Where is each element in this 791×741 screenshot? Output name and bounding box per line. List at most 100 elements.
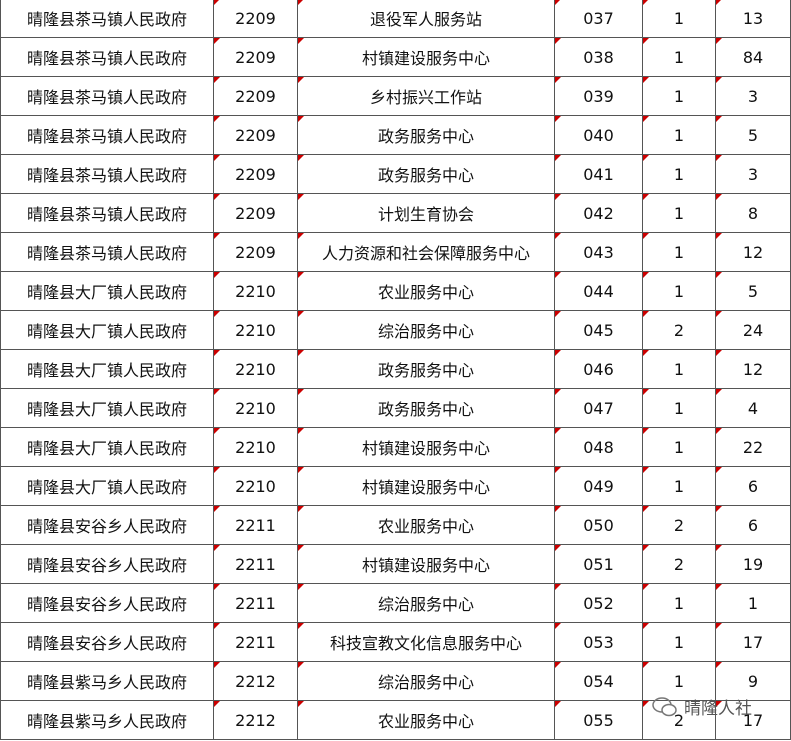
table-cell: 1	[642, 76, 716, 116]
table-cell: 晴隆县安谷乡人民政府	[0, 622, 214, 662]
table-row: 晴隆县茶马镇人民政府 2209 退役军人服务站 037 1 13	[0, 0, 791, 38]
table-row: 晴隆县茶马镇人民政府 2209 计划生育协会 042 1 8	[0, 193, 791, 233]
table-cell: 晴隆县茶马镇人民政府	[0, 37, 214, 77]
table-cell: 晴隆县茶马镇人民政府	[0, 115, 214, 155]
table-row: 晴隆县茶马镇人民政府 2209 乡村振兴工作站 039 1 3	[0, 76, 791, 116]
table-cell: 2	[642, 505, 716, 545]
table-cell: 晴隆县茶马镇人民政府	[0, 232, 214, 272]
table-cell: 1	[642, 583, 716, 623]
table-cell: 6	[715, 505, 791, 545]
table-cell: 045	[554, 310, 643, 350]
table-cell: 2210	[213, 271, 298, 311]
table-cell: 2211	[213, 622, 298, 662]
table-cell: 1	[642, 466, 716, 506]
table-row: 晴隆县大厂镇人民政府 2210 村镇建设服务中心 049 1 6	[0, 466, 791, 506]
table-cell: 22	[715, 427, 791, 467]
table-cell: 13	[715, 0, 791, 38]
table-cell: 5	[715, 115, 791, 155]
table-cell: 2209	[213, 37, 298, 77]
table-cell: 政务服务中心	[297, 388, 555, 428]
table-cell: 1	[715, 583, 791, 623]
table-cell: 人力资源和社会保障服务中心	[297, 232, 555, 272]
table-cell: 综治服务中心	[297, 310, 555, 350]
table-cell: 054	[554, 661, 643, 701]
table-cell: 退役军人服务站	[297, 0, 555, 38]
table-cell: 1	[642, 37, 716, 77]
table-cell: 综治服务中心	[297, 583, 555, 623]
table-cell: 2211	[213, 583, 298, 623]
table-cell: 晴隆县大厂镇人民政府	[0, 466, 214, 506]
table-cell: 2212	[213, 700, 298, 740]
table-cell: 3	[715, 76, 791, 116]
table-cell: 2	[642, 310, 716, 350]
table-cell: 政务服务中心	[297, 349, 555, 389]
table-cell: 8	[715, 193, 791, 233]
table-cell: 1	[642, 622, 716, 662]
table-cell: 17	[715, 700, 791, 740]
table-cell: 1	[642, 0, 716, 38]
table-cell: 12	[715, 349, 791, 389]
table-cell: 051	[554, 544, 643, 584]
table-cell: 1	[642, 388, 716, 428]
table-cell: 052	[554, 583, 643, 623]
table-cell: 053	[554, 622, 643, 662]
table-cell: 2211	[213, 544, 298, 584]
table-cell: 19	[715, 544, 791, 584]
table-cell: 037	[554, 0, 643, 38]
table-cell: 晴隆县茶马镇人民政府	[0, 154, 214, 194]
table-cell: 农业服务中心	[297, 700, 555, 740]
table-cell: 041	[554, 154, 643, 194]
table-cell: 晴隆县紫马乡人民政府	[0, 661, 214, 701]
table-cell: 055	[554, 700, 643, 740]
table-cell: 84	[715, 37, 791, 77]
table-cell: 1	[642, 661, 716, 701]
table-cell: 计划生育协会	[297, 193, 555, 233]
table-cell: 1	[642, 193, 716, 233]
table-cell: 政务服务中心	[297, 115, 555, 155]
table-cell: 村镇建设服务中心	[297, 466, 555, 506]
table-cell: 科技宣教文化信息服务中心	[297, 622, 555, 662]
table-cell: 晴隆县紫马乡人民政府	[0, 700, 214, 740]
table-cell: 2211	[213, 505, 298, 545]
table-cell: 044	[554, 271, 643, 311]
table-cell: 5	[715, 271, 791, 311]
table-cell: 2210	[213, 427, 298, 467]
table-cell: 村镇建设服务中心	[297, 427, 555, 467]
table-cell: 3	[715, 154, 791, 194]
table-cell: 9	[715, 661, 791, 701]
table-cell: 1	[642, 271, 716, 311]
table-cell: 2209	[213, 232, 298, 272]
table-cell: 2209	[213, 76, 298, 116]
table-cell: 040	[554, 115, 643, 155]
table-cell: 晴隆县大厂镇人民政府	[0, 349, 214, 389]
table-cell: 2210	[213, 310, 298, 350]
table-cell: 038	[554, 37, 643, 77]
table-cell: 2212	[213, 661, 298, 701]
table-cell: 农业服务中心	[297, 271, 555, 311]
table-cell: 晴隆县大厂镇人民政府	[0, 271, 214, 311]
table-cell: 6	[715, 466, 791, 506]
table-row: 晴隆县紫马乡人民政府 2212 农业服务中心 055 2 17	[0, 700, 791, 740]
table-cell: 晴隆县茶马镇人民政府	[0, 0, 214, 38]
table-cell: 039	[554, 76, 643, 116]
table-cell: 1	[642, 427, 716, 467]
table-row: 晴隆县大厂镇人民政府 2210 综治服务中心 045 2 24	[0, 310, 791, 350]
table-cell: 1	[642, 232, 716, 272]
table-cell: 1	[642, 115, 716, 155]
table-cell: 2209	[213, 154, 298, 194]
table-cell: 2210	[213, 466, 298, 506]
table-cell: 晴隆县大厂镇人民政府	[0, 388, 214, 428]
table-row: 晴隆县安谷乡人民政府 2211 村镇建设服务中心 051 2 19	[0, 544, 791, 584]
table-row: 晴隆县茶马镇人民政府 2209 政务服务中心 040 1 5	[0, 115, 791, 155]
table-cell: 晴隆县大厂镇人民政府	[0, 427, 214, 467]
table-row: 晴隆县安谷乡人民政府 2211 科技宣教文化信息服务中心 053 1 17	[0, 622, 791, 662]
table-cell: 2	[642, 700, 716, 740]
table-cell: 晴隆县安谷乡人民政府	[0, 583, 214, 623]
wechat-icon	[652, 696, 677, 716]
table-cell: 042	[554, 193, 643, 233]
table-cell: 村镇建设服务中心	[297, 544, 555, 584]
table-cell: 050	[554, 505, 643, 545]
table-cell: 2210	[213, 349, 298, 389]
table-cell: 村镇建设服务中心	[297, 37, 555, 77]
